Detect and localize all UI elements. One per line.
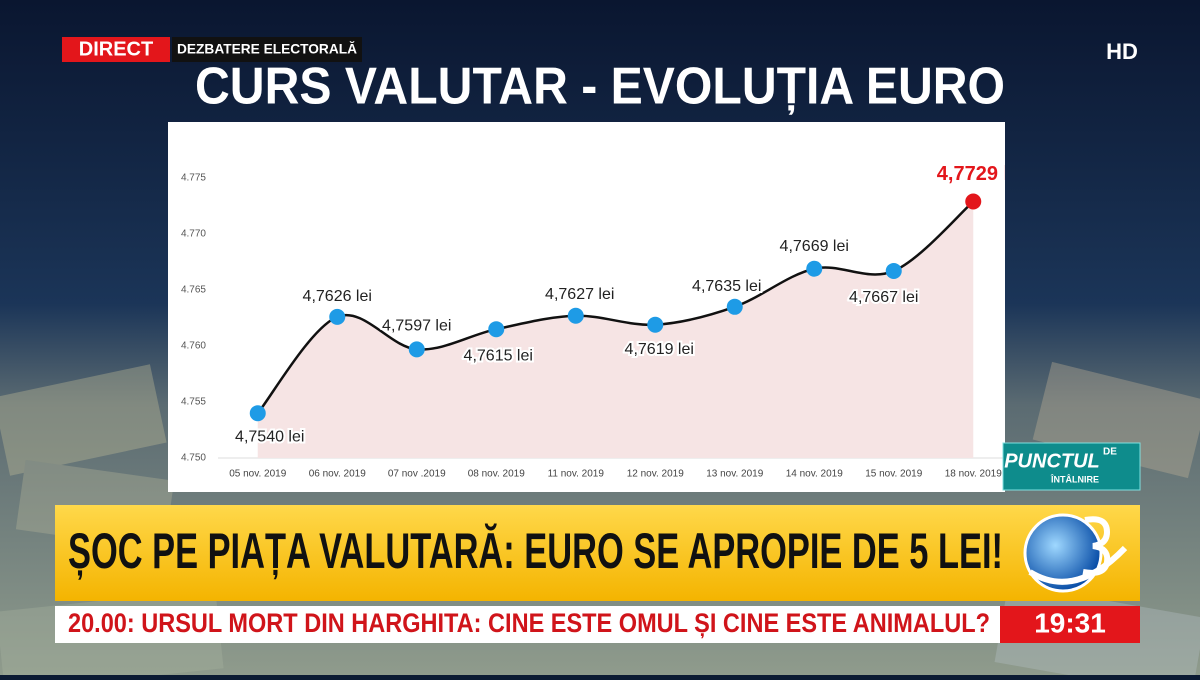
- chart: 4.750 4.755 4.760 4.765 4.770 4.775 4,7540 lei…: [181, 161, 1026, 480]
- x-tick-label: 13 nov. 2019: [706, 469, 764, 480]
- point: [647, 316, 664, 333]
- value-label: 4,7597 lei: [382, 318, 451, 335]
- x-tick-label: 07 nov .2019: [388, 469, 446, 480]
- line: [256, 200, 975, 414]
- x-tick-label: 06 nov. 2019: [309, 469, 367, 480]
- point: [249, 405, 266, 422]
- headline: ȘOC PE PIAȚA VALUTARĂ: EURO SE APROPIE D…: [68, 523, 1003, 579]
- logo-sub: ÎNTÂLNIRE: [1050, 473, 1099, 484]
- value-label: 4,7627 lei: [545, 286, 614, 303]
- value-label: 4,7615 lei: [464, 347, 533, 364]
- value-label: 4,7619 lei: [625, 341, 694, 358]
- hd-badge: HD: [1106, 39, 1138, 64]
- ticker-band: [55, 606, 1000, 643]
- live-text: DIRECT: [79, 38, 153, 60]
- point: [329, 308, 346, 325]
- point: [488, 321, 505, 338]
- logo-small: DE: [1103, 447, 1117, 458]
- y-tick-label: 4.765: [181, 285, 206, 296]
- point: [965, 193, 982, 210]
- value-label: 4,7669 lei: [780, 238, 849, 255]
- point: [567, 307, 584, 324]
- value-label: 4,7626 lei: [303, 288, 372, 305]
- headline-band: [55, 505, 1140, 601]
- clock-box: [1000, 606, 1140, 643]
- x-tick-label: 14 nov. 2019: [786, 469, 844, 480]
- x-tick-label: 08 nov. 2019: [468, 469, 526, 480]
- y-tick-label: 4.760: [181, 341, 206, 352]
- live-badge: [62, 37, 170, 62]
- clock: 19:31: [1034, 607, 1106, 638]
- area: [257, 201, 974, 458]
- x-tick-label: 12 nov. 2019: [627, 469, 685, 480]
- show-text: DEZBATERE ELECTORALĂ: [177, 41, 357, 57]
- value-label: 4,7540 lei: [235, 428, 304, 445]
- point: [885, 262, 902, 279]
- y-tick-label: 4.750: [181, 453, 206, 464]
- x-tick-label: 15 nov. 2019: [865, 469, 923, 480]
- y-tick-label: 4.775: [181, 173, 206, 184]
- point: [408, 341, 425, 358]
- point: [806, 260, 823, 277]
- chart-title: CURS VALUTAR - EVOLUȚIA EURO: [195, 58, 1005, 116]
- y-tick-label: 4.770: [181, 229, 206, 240]
- point: [726, 298, 743, 315]
- x-tick-label: 18 nov. 2019: [945, 469, 1003, 480]
- value-label: 4,7635 lei: [692, 278, 761, 295]
- value-label: 4,7667 lei: [849, 289, 918, 306]
- x-tick-label: 11 nov. 2019: [548, 469, 605, 480]
- show-badge: [172, 37, 362, 62]
- y-tick-label: 4.755: [181, 397, 206, 408]
- value-label: 4,7729 lei: [937, 163, 1026, 185]
- x-tick-label: 05 nov. 2019: [229, 469, 287, 480]
- ticker: 20.00: URSUL MORT DIN HARGHITA: CINE EST…: [68, 608, 990, 638]
- channel-logo: [1023, 513, 1128, 593]
- logo-box: [1002, 442, 1141, 491]
- logo-word: PUNCTUL: [1004, 450, 1100, 472]
